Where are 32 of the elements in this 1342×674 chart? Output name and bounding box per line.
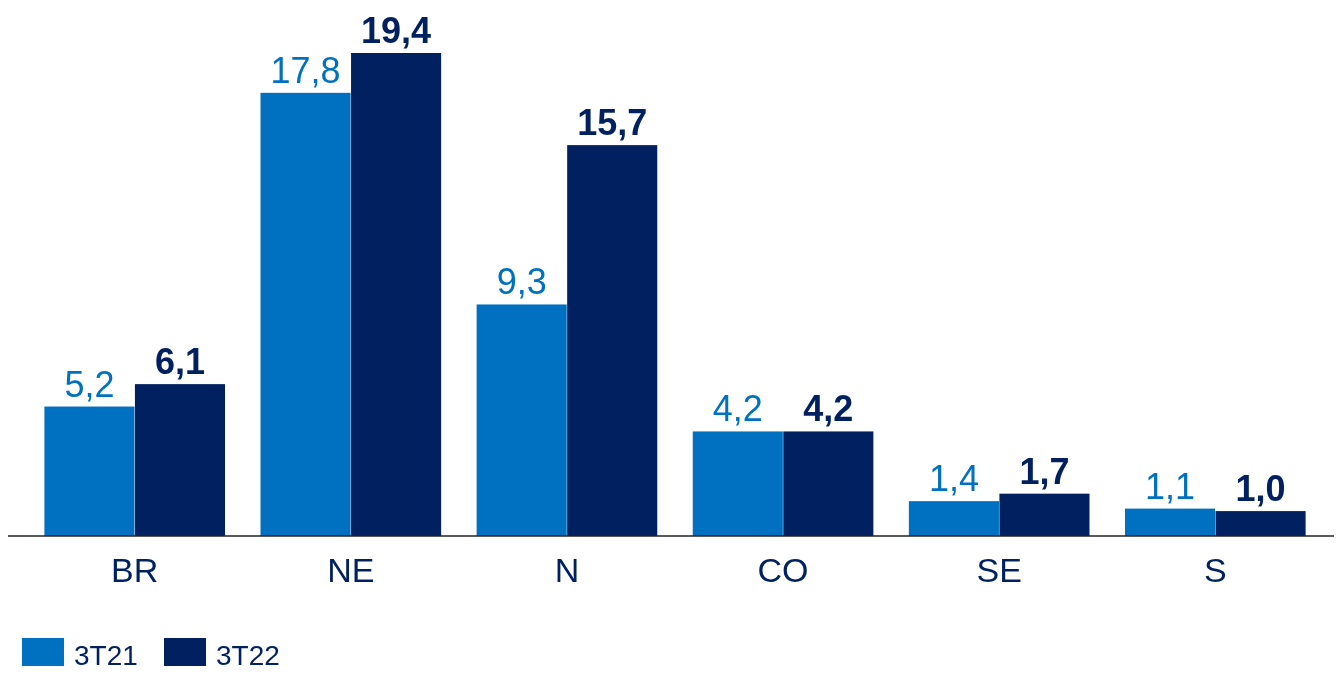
data-label: 1,7 xyxy=(1019,450,1070,492)
bar xyxy=(1215,511,1306,536)
bar xyxy=(567,145,658,536)
data-label: 1,4 xyxy=(928,458,979,500)
x-tick-label: SE xyxy=(976,551,1022,589)
data-label: 6,1 xyxy=(154,341,205,383)
bar xyxy=(476,304,567,536)
data-label: 17,8 xyxy=(270,49,341,91)
data-label: 5,2 xyxy=(64,363,115,405)
data-label: 19,4 xyxy=(361,10,432,51)
x-tick-label: S xyxy=(1203,551,1227,589)
bar xyxy=(351,53,442,536)
bar xyxy=(783,431,874,536)
x-tick-label: BR xyxy=(111,551,159,589)
x-tick-label: N xyxy=(554,551,580,589)
data-label: 1,0 xyxy=(1235,468,1286,510)
bar xyxy=(692,431,783,536)
data-label: 9,3 xyxy=(496,261,547,303)
bar xyxy=(1124,508,1216,536)
bar xyxy=(999,493,1090,536)
bar xyxy=(44,406,135,536)
legend-label: 3T21 xyxy=(74,640,138,671)
data-label: 1,1 xyxy=(1145,465,1196,507)
legend-label: 3T22 xyxy=(216,640,280,671)
x-tick-label: CO xyxy=(757,551,809,589)
x-tick-label: NE xyxy=(327,551,375,589)
data-label: 15,7 xyxy=(577,102,648,144)
data-label: 4,2 xyxy=(803,388,854,430)
bar xyxy=(908,501,999,536)
bar xyxy=(260,92,351,536)
data-label: 4,2 xyxy=(712,388,763,430)
bar xyxy=(134,384,226,536)
